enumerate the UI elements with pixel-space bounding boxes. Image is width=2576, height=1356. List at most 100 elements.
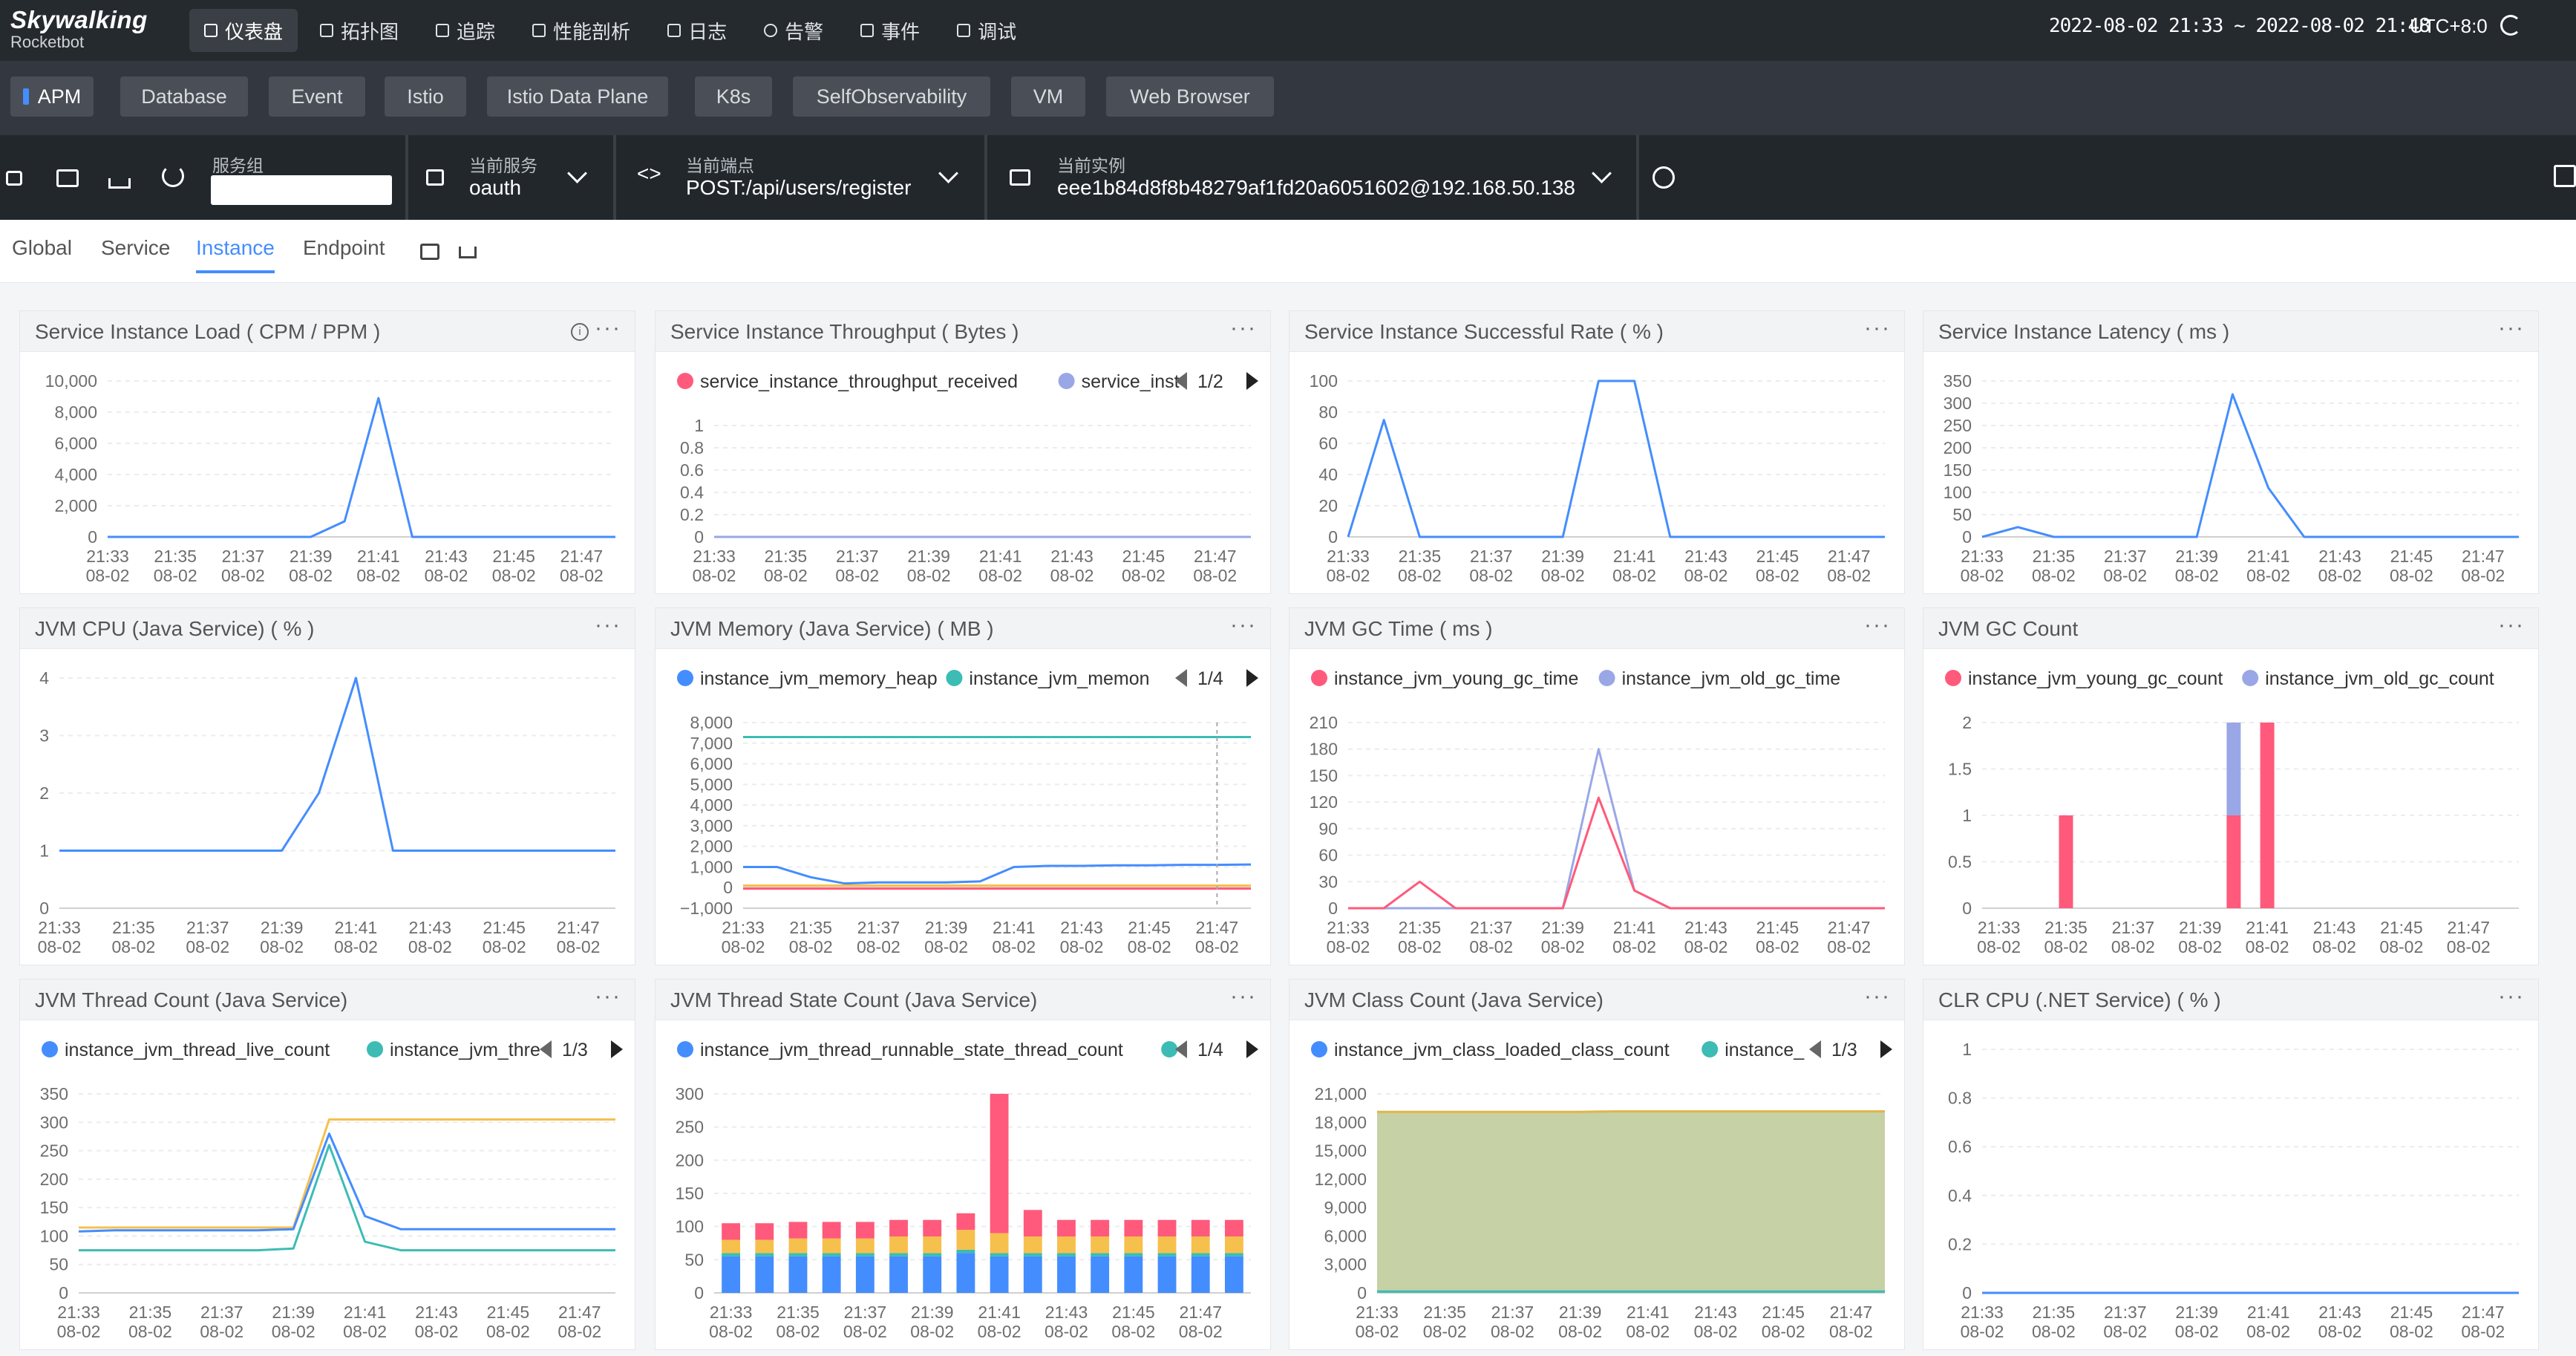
more-options-icon[interactable]: ··· [1230, 316, 1257, 340]
skywalking-logo[interactable]: Skywalking Rocketbot [10, 7, 148, 52]
svg-text:08-02: 08-02 [2103, 1322, 2147, 1341]
tab-global[interactable]: Global [12, 236, 72, 259]
svg-text:21:35: 21:35 [129, 1303, 172, 1322]
menu-alarm-label: 告警 [785, 20, 824, 43]
more-options-icon[interactable]: ··· [1864, 613, 1891, 637]
folder-icon[interactable] [420, 244, 439, 260]
layer-istio-data-plane[interactable]: Istio Data Plane [487, 76, 668, 117]
menu-trace[interactable]: 追踪 [421, 9, 510, 52]
svg-text:08-02: 08-02 [2447, 937, 2491, 956]
menu-dashboard[interactable]: 仪表盘 [189, 9, 298, 52]
more-options-icon[interactable]: ··· [2498, 984, 2525, 1008]
lock-icon[interactable] [6, 171, 22, 186]
more-options-icon[interactable]: ··· [1230, 984, 1257, 1008]
more-options-icon[interactable]: ··· [2498, 613, 2525, 637]
y-tick-label: 0 [59, 1283, 68, 1303]
svg-text:08-02: 08-02 [1762, 1322, 1805, 1341]
endpoint-dropdown-chevron-down-icon[interactable] [938, 163, 958, 183]
menu-event[interactable]: 事件 [846, 9, 935, 52]
svg-text:08-02: 08-02 [38, 937, 82, 956]
download-icon[interactable] [459, 247, 477, 258]
svg-text:08-02: 08-02 [2246, 1322, 2290, 1341]
y-tick-label: 2 [39, 783, 49, 803]
instance-dropdown-chevron-down-icon[interactable] [1592, 163, 1612, 183]
chart-card-header: JVM Thread State Count (Java Service) ··· [656, 979, 1270, 1020]
info-icon[interactable]: i [571, 323, 589, 341]
timezone-label[interactable]: UTC+8:0 [2410, 15, 2488, 37]
svg-text:21:35: 21:35 [1423, 1303, 1466, 1322]
layer-k8s[interactable]: K8s [695, 76, 772, 117]
menu-alarm[interactable]: 告警 [749, 9, 838, 52]
layer-event[interactable]: Event [269, 76, 365, 117]
more-options-icon[interactable]: ··· [1230, 613, 1257, 637]
svg-text:21:43: 21:43 [1684, 918, 1727, 937]
more-options-icon[interactable]: ··· [1864, 984, 1891, 1008]
more-options-icon[interactable]: ··· [595, 613, 621, 637]
service-group-input[interactable] [211, 175, 392, 205]
bar [722, 1239, 741, 1254]
layer-selfobservability[interactable]: SelfObservability [793, 76, 990, 117]
svg-text:08-02: 08-02 [1050, 566, 1094, 585]
chart-title: JVM Class Count (Java Service) [1304, 988, 1604, 1011]
service-dropdown-chevron-down-icon[interactable] [567, 163, 587, 183]
info-icon[interactable] [1653, 166, 1675, 189]
menu-log[interactable]: 日志 [653, 9, 742, 52]
time-range-picker[interactable]: 2022-08-02 21:33 ~ 2022-08-02 21:48 [2049, 15, 2430, 37]
pager-label: 1/4 [1197, 1040, 1223, 1060]
y-tick-label: 1 [1962, 806, 1972, 825]
more-options-icon[interactable]: ··· [595, 984, 621, 1008]
svg-text:08-02: 08-02 [1961, 566, 2004, 585]
reload-icon[interactable] [162, 165, 184, 187]
bar [1023, 1210, 1042, 1237]
more-options-icon[interactable]: ··· [2498, 316, 2525, 340]
more-options-icon[interactable]: ··· [1864, 316, 1891, 340]
y-tick-label: 0 [723, 878, 733, 897]
layer-istio[interactable]: Istio [385, 76, 466, 117]
tab-service[interactable]: Service [101, 236, 171, 259]
current-instance-value[interactable]: eee1b84d8f8b48279af1fd20a6051602@192.168… [1057, 176, 1575, 199]
alarm-icon [764, 24, 778, 37]
menu-topology[interactable]: 拓扑图 [305, 9, 413, 52]
menu-debug[interactable]: 调试 [942, 9, 1031, 52]
svg-text:08-02: 08-02 [557, 937, 601, 956]
selector-bar: 服务组 当前服务 oauth <> 当前端点 POST:/api/users/r… [0, 135, 2576, 220]
y-tick-label: 50 [49, 1255, 68, 1274]
selector-divider [613, 135, 616, 220]
svg-text:21:35: 21:35 [2044, 918, 2088, 937]
y-tick-label: 100 [40, 1226, 68, 1245]
svg-text:21:35: 21:35 [154, 547, 197, 566]
layer-vm[interactable]: VM [1011, 76, 1085, 117]
layer-apm[interactable]: APM [10, 76, 94, 117]
current-service-value[interactable]: oauth [469, 176, 522, 199]
menu-profile[interactable]: 性能剖析 [517, 9, 645, 52]
chart-card-cpu: JVM CPU (Java Service) ( % ) ··· 0 1 2 3 4 21:3… [19, 607, 635, 965]
menu-toggle-icon[interactable] [2554, 165, 2576, 187]
bar [889, 1219, 908, 1237]
folder-icon[interactable] [56, 169, 79, 187]
svg-text:08-02: 08-02 [1060, 937, 1104, 956]
layer-web-browser[interactable]: Web Browser [1106, 76, 1274, 117]
svg-text:08-02: 08-02 [2246, 937, 2289, 956]
layer-database[interactable]: Database [120, 76, 248, 117]
download-icon[interactable] [108, 178, 131, 189]
y-tick-label: 100 [1310, 371, 1338, 391]
tab-instance[interactable]: Instance [196, 236, 275, 273]
legend-marker [1598, 670, 1615, 686]
svg-text:08-02: 08-02 [1684, 937, 1728, 956]
bar [722, 1253, 741, 1256]
current-endpoint-value[interactable]: POST:/api/users/register [686, 176, 912, 199]
tab-endpoint[interactable]: Endpoint [303, 236, 385, 259]
bar [1224, 1219, 1243, 1237]
refresh-icon[interactable] [2500, 15, 2521, 36]
bar [990, 1233, 1009, 1254]
svg-text:21:37: 21:37 [2104, 547, 2147, 566]
more-options-icon[interactable]: ··· [595, 316, 621, 340]
svg-text:08-02: 08-02 [2246, 566, 2290, 585]
trace-icon [436, 24, 450, 37]
svg-text:21:45: 21:45 [1128, 918, 1171, 937]
svg-text:21:37: 21:37 [222, 547, 265, 566]
